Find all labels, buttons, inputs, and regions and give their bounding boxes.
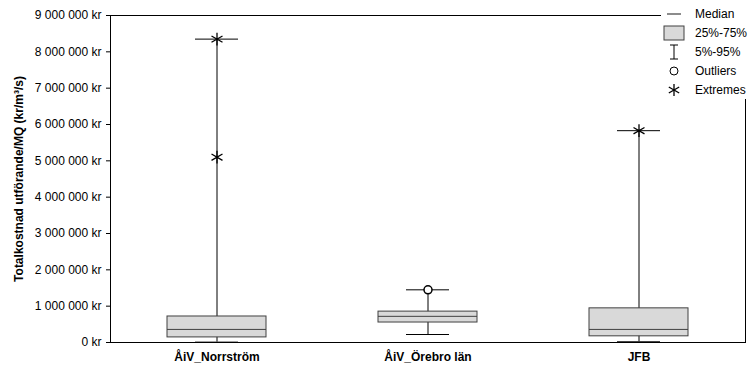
svg-text:JFB: JFB: [628, 350, 651, 364]
html-text:25%-75%: 25%-75%: [695, 25, 747, 40]
svg-text:3 000 000 kr: 3 000 000 kr: [35, 226, 102, 240]
html-text:5%-95%: 5%-95%: [695, 44, 741, 59]
html-text:Median: Median: [695, 6, 735, 21]
svg-text:2 000 000 kr: 2 000 000 kr: [35, 263, 102, 277]
svg-text:8 000 000 kr: 8 000 000 kr: [35, 45, 102, 59]
svg-text:7 000 000 kr: 7 000 000 kr: [35, 81, 102, 95]
svg-text:9 000 000 kr: 9 000 000 kr: [35, 8, 102, 22]
svg-text:0 kr: 0 kr: [81, 335, 101, 349]
svg-text:5 000 000 kr: 5 000 000 kr: [35, 154, 102, 168]
svg-text:1 000 000 kr: 1 000 000 kr: [35, 299, 102, 313]
svg-text:6 000 000 kr: 6 000 000 kr: [35, 117, 102, 131]
svg-text:Totalkostnad utförande/MQ (kr/: Totalkostnad utförande/MQ (kr/m³/s): [12, 76, 26, 282]
svg-text:4 000 000 kr: 4 000 000 kr: [35, 190, 102, 204]
html-text:Extremes: Extremes: [695, 82, 746, 97]
svg-text:ÅiV_Norrström: ÅiV_Norrström: [174, 349, 259, 364]
html-text:Outliers: Outliers: [695, 63, 737, 78]
svg-text:ÅiV_Örebro län: ÅiV_Örebro län: [384, 349, 471, 364]
